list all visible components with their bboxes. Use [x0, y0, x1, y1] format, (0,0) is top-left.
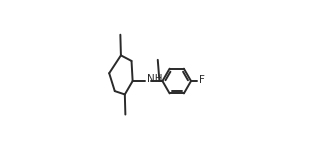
Text: F: F — [198, 75, 204, 85]
Text: NH: NH — [147, 74, 162, 84]
